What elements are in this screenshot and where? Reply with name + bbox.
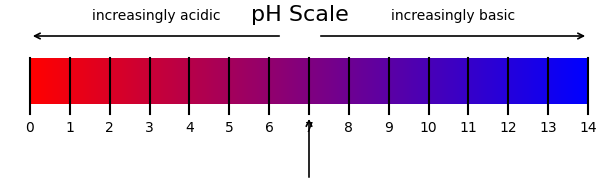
Text: 10: 10: [420, 122, 437, 136]
Text: 7: 7: [305, 122, 313, 136]
Text: 1: 1: [65, 122, 74, 136]
Text: 6: 6: [265, 122, 274, 136]
Text: 12: 12: [499, 122, 517, 136]
Text: 4: 4: [185, 122, 194, 136]
Text: 14: 14: [579, 122, 597, 136]
Text: 9: 9: [384, 122, 393, 136]
Text: increasingly basic: increasingly basic: [391, 9, 515, 23]
Text: increasingly acidic: increasingly acidic: [92, 9, 220, 23]
Text: neutral: neutral: [284, 121, 334, 180]
Text: pH Scale: pH Scale: [251, 5, 349, 25]
Text: 8: 8: [344, 122, 353, 136]
Text: 13: 13: [539, 122, 557, 136]
Text: 2: 2: [106, 122, 114, 136]
Text: 5: 5: [225, 122, 233, 136]
Text: 11: 11: [460, 122, 478, 136]
Text: 0: 0: [26, 122, 34, 136]
Text: 3: 3: [145, 122, 154, 136]
